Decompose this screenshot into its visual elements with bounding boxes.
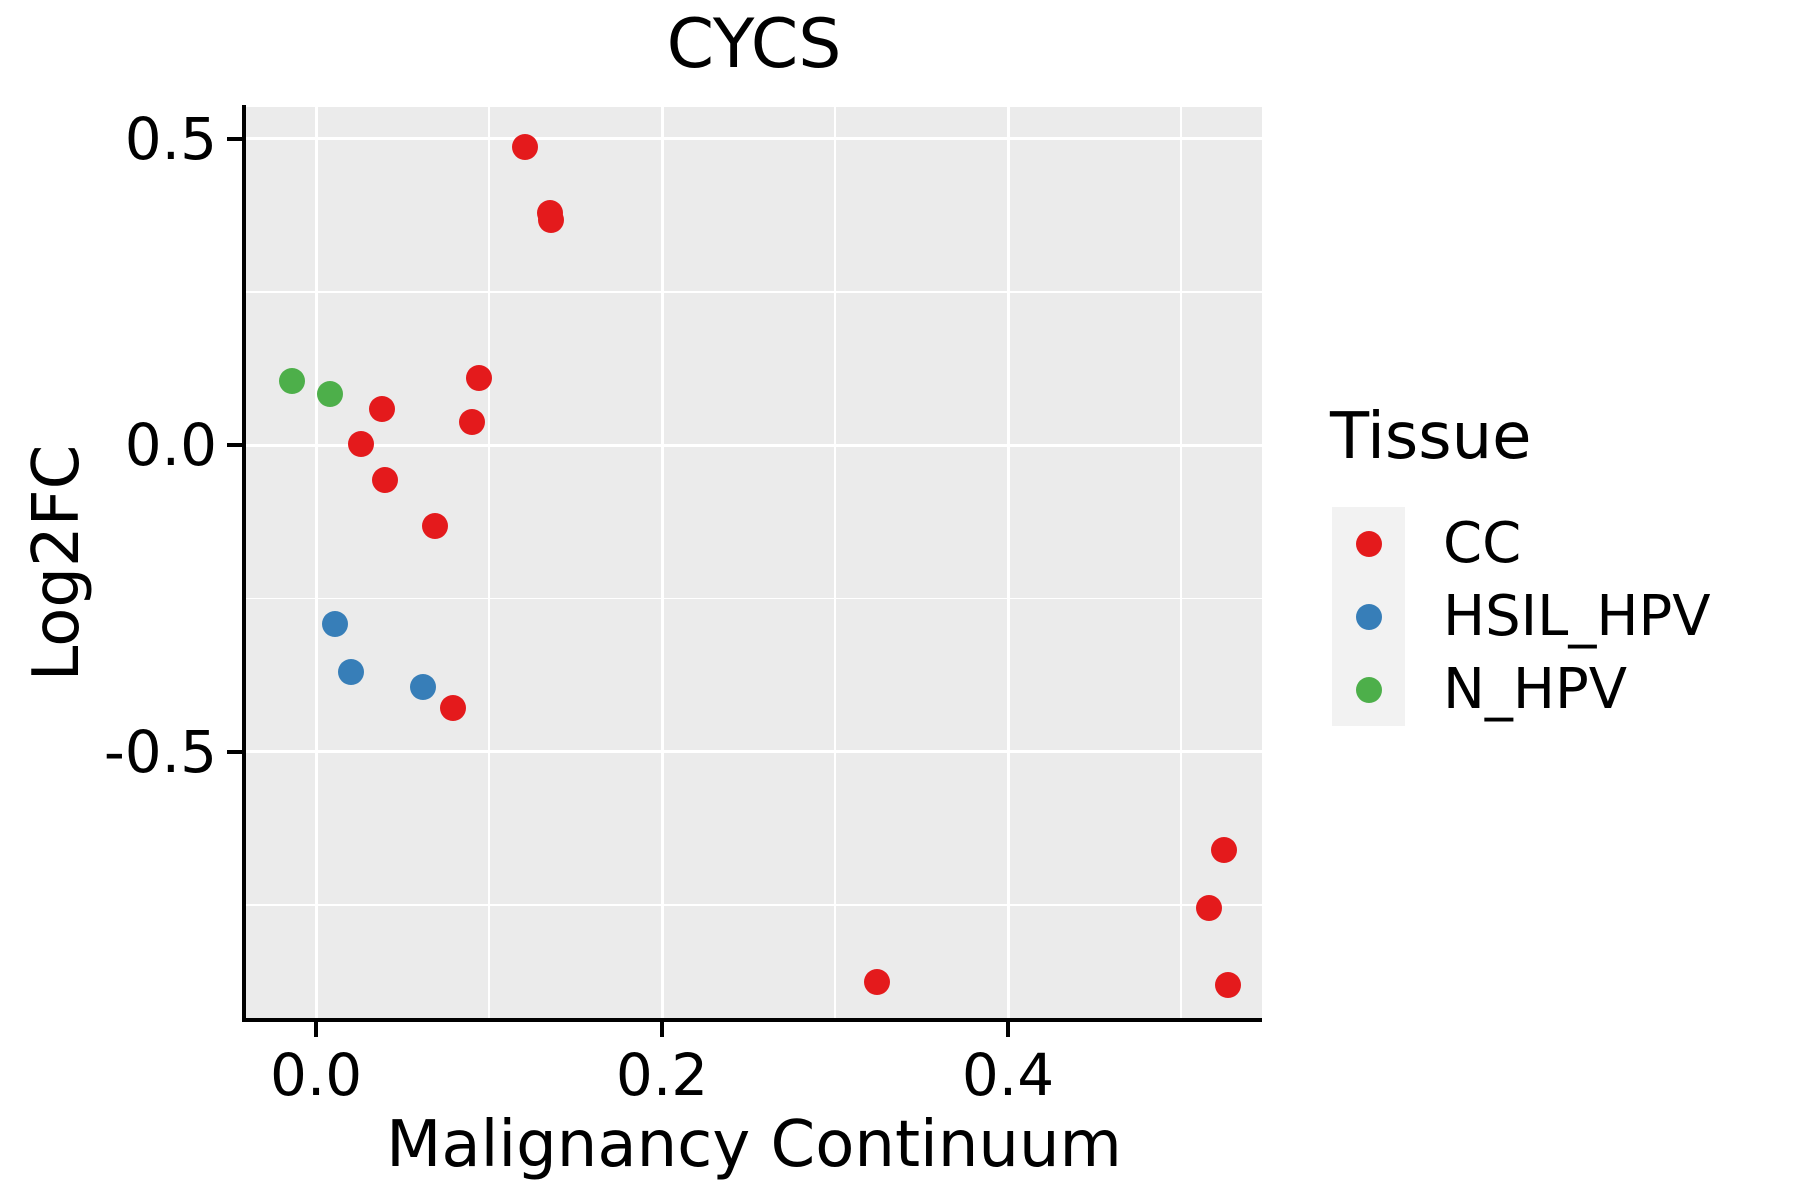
y-tick-label: 0.0	[124, 411, 217, 480]
x-tick-mark	[1006, 1022, 1011, 1037]
x-axis-title: Malignancy Continuum	[386, 1108, 1122, 1182]
data-point-cc	[863, 969, 890, 996]
y-tick-mark	[227, 443, 242, 448]
data-point-cc	[512, 133, 539, 160]
legend-title: Tissue	[1330, 400, 1532, 474]
legend-key-dot	[1355, 603, 1382, 630]
data-point-cc	[1211, 837, 1238, 864]
data-point-cc	[422, 512, 449, 539]
data-point-cc	[458, 409, 485, 436]
data-point-n_hpv	[316, 381, 343, 407]
data-point-cc	[439, 694, 466, 721]
x-tick-mark	[314, 1022, 319, 1037]
legend-key	[1332, 653, 1405, 726]
legend-label: CC	[1443, 511, 1522, 576]
x-minor-gridline	[1180, 107, 1182, 1020]
y-minor-gridline	[246, 291, 1262, 293]
y-tick-mark	[227, 749, 242, 754]
data-point-cc	[368, 395, 395, 422]
legend-label: HSIL_HPV	[1443, 584, 1711, 649]
y-tick-label: -0.5	[103, 717, 217, 786]
data-point-cc	[465, 365, 492, 392]
x-tick-label: 0.4	[961, 1041, 1055, 1109]
y-tick-mark	[227, 136, 242, 141]
plot-title: CYCS	[666, 5, 842, 84]
data-point-cc	[538, 206, 565, 233]
data-point-cc	[372, 466, 399, 493]
legend-label: N_HPV	[1443, 657, 1628, 722]
x-major-gridline	[314, 107, 318, 1020]
legend-key	[1332, 507, 1405, 580]
y-axis-line	[242, 105, 246, 1022]
x-minor-gridline	[488, 107, 490, 1020]
x-tick-mark	[660, 1022, 665, 1037]
data-point-hsil_hpv	[337, 659, 364, 686]
data-point-hsil_hpv	[322, 610, 349, 637]
y-major-gridline	[246, 750, 1262, 754]
data-point-cc	[1195, 894, 1222, 921]
y-tick-label: 0.5	[124, 104, 217, 173]
y-major-gridline	[246, 443, 1262, 447]
x-tick-label: 0.2	[615, 1041, 709, 1109]
legend-key-column	[1332, 507, 1405, 726]
x-major-gridline	[1006, 107, 1010, 1020]
data-point-n_hpv	[278, 368, 305, 395]
x-major-gridline	[660, 107, 664, 1020]
x-tick-label: 0.0	[269, 1041, 363, 1109]
legend-key-dot	[1355, 530, 1382, 557]
legend-key	[1332, 580, 1405, 653]
x-minor-gridline	[834, 107, 836, 1020]
data-point-cc	[348, 430, 375, 457]
y-minor-gridline	[246, 904, 1262, 906]
legend-key-dot	[1355, 676, 1382, 703]
y-major-gridline	[246, 137, 1262, 141]
y-minor-gridline	[246, 597, 1262, 600]
x-axis-line	[242, 1018, 1262, 1022]
y-axis-title: Log2FC	[20, 444, 94, 682]
data-point-hsil_hpv	[410, 674, 437, 701]
data-point-cc	[1214, 971, 1241, 998]
plot-panel	[246, 107, 1262, 1020]
